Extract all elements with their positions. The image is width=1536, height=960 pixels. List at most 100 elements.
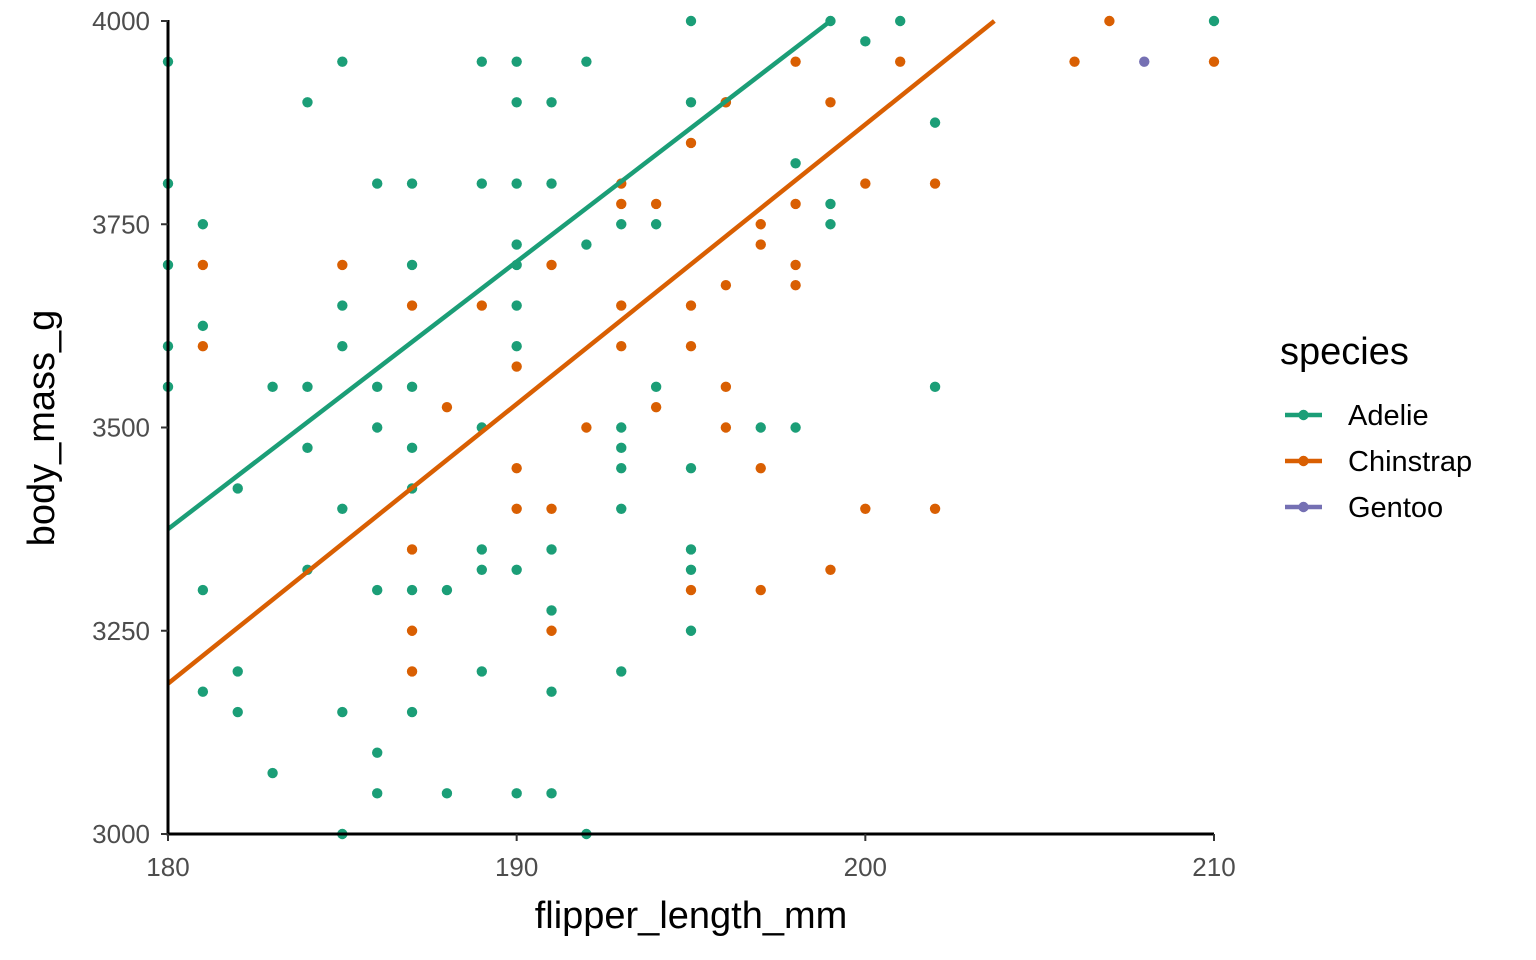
data-point-adelie: [825, 198, 836, 210]
data-point-adelie: [476, 544, 487, 555]
data-point-adelie: [476, 666, 487, 677]
data-point-adelie: [685, 544, 697, 555]
data-point-adelie: [511, 788, 522, 799]
data-point-chinstrap: [755, 462, 766, 474]
data-point-chinstrap: [755, 239, 766, 250]
tick-labels-layer: 180 190 200 210 3000 3250 3500 3750 4000: [92, 6, 1236, 882]
data-point-chinstrap: [406, 300, 418, 311]
data-point-chinstrap: [197, 259, 209, 271]
legend-label-chinstrap: Chinstrap: [1348, 446, 1472, 478]
data-point-adelie: [511, 97, 522, 108]
data-point-chinstrap: [1104, 15, 1115, 27]
data-point-adelie: [546, 686, 557, 697]
data-point-chinstrap: [755, 219, 766, 230]
legend-label-adelie: Adelie: [1348, 400, 1429, 432]
data-point-adelie: [372, 788, 383, 799]
x-tick-label: 200: [844, 852, 887, 882]
data-point-adelie: [406, 259, 418, 271]
data-point-chinstrap: [511, 462, 522, 474]
legend-title: species: [1280, 331, 1409, 373]
data-point-chinstrap: [511, 361, 522, 372]
data-point-chinstrap: [825, 564, 836, 575]
data-point-adelie: [616, 503, 627, 514]
data-point-adelie: [197, 686, 209, 697]
data-point-adelie: [546, 605, 557, 616]
data-point-adelie: [650, 381, 662, 393]
data-point-chinstrap: [790, 259, 801, 271]
legend-items: Adelie Chinstrap Gentoo: [1285, 400, 1472, 524]
data-point-adelie: [302, 97, 313, 108]
data-point-adelie: [929, 381, 941, 393]
data-point-adelie: [372, 178, 383, 189]
data-point-adelie: [685, 462, 697, 474]
data-point-chinstrap: [581, 422, 592, 433]
data-point-adelie: [372, 747, 383, 758]
data-point-adelie: [685, 625, 697, 636]
data-point-adelie: [511, 341, 522, 352]
data-point-adelie: [511, 300, 522, 311]
data-point-adelie: [406, 442, 418, 454]
y-tick-label: 3500: [92, 413, 150, 443]
points-layer: [162, 15, 1220, 840]
data-point-adelie: [546, 788, 557, 799]
data-point-chinstrap: [616, 198, 627, 210]
data-point-adelie: [406, 381, 418, 393]
data-point-adelie: [232, 483, 243, 494]
fit-line-adelie: [166, 19, 832, 531]
data-point-adelie: [546, 544, 557, 555]
data-point-adelie: [755, 422, 766, 433]
data-point-adelie: [337, 706, 348, 718]
data-point-adelie: [511, 178, 522, 189]
data-point-chinstrap: [546, 503, 557, 514]
data-point-chinstrap: [720, 381, 732, 393]
data-point-chinstrap: [546, 259, 557, 271]
data-point-adelie: [232, 666, 243, 677]
data-point-chinstrap: [441, 401, 453, 413]
data-point-adelie: [372, 422, 383, 433]
data-point-adelie: [441, 584, 453, 596]
data-point-chinstrap: [650, 401, 662, 413]
y-tick-label: 4000: [92, 6, 150, 36]
data-point-chinstrap: [1069, 56, 1080, 67]
data-point-chinstrap: [685, 341, 697, 352]
data-point-chinstrap: [616, 300, 627, 311]
data-point-chinstrap: [337, 259, 348, 271]
data-point-adelie: [546, 97, 557, 108]
data-point-chinstrap: [929, 503, 941, 514]
data-point-adelie: [616, 219, 627, 230]
data-point-chinstrap: [616, 341, 627, 352]
data-point-adelie: [232, 706, 243, 718]
data-point-adelie: [511, 239, 522, 250]
data-point-adelie: [302, 381, 313, 393]
data-point-chinstrap: [790, 56, 801, 67]
data-point-chinstrap: [406, 666, 418, 677]
data-point-adelie: [1208, 15, 1220, 27]
data-point-chinstrap: [406, 544, 418, 555]
data-point-adelie: [650, 219, 662, 230]
data-point-adelie: [790, 158, 801, 169]
data-point-adelie: [372, 584, 383, 596]
legend-item-adelie: Adelie: [1285, 400, 1429, 432]
legend-item-gentoo: Gentoo: [1285, 492, 1443, 524]
legend-key-point-adelie: [1298, 409, 1309, 421]
data-point-chinstrap: [790, 198, 801, 210]
y-tick-label: 3250: [92, 616, 150, 646]
data-point-adelie: [825, 219, 836, 230]
data-point-chinstrap: [685, 584, 697, 596]
data-point-adelie: [197, 219, 209, 230]
data-point-chinstrap: [476, 300, 487, 311]
data-point-adelie: [685, 564, 697, 575]
y-axis-title: body_mass_g: [21, 310, 63, 547]
data-point-adelie: [616, 666, 627, 677]
data-point-chinstrap: [929, 178, 941, 189]
data-point-adelie: [581, 239, 592, 250]
data-point-adelie: [616, 442, 627, 454]
legend-key-point-chinstrap: [1298, 455, 1309, 467]
data-point-adelie: [476, 564, 487, 575]
data-point-adelie: [546, 178, 557, 189]
x-tick-label: 210: [1192, 852, 1235, 882]
data-point-adelie: [685, 97, 697, 108]
data-point-chinstrap: [546, 625, 557, 636]
fit-lines-layer: [166, 19, 996, 686]
